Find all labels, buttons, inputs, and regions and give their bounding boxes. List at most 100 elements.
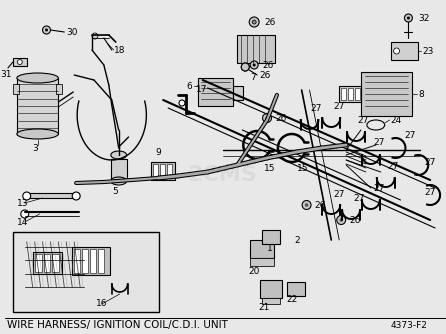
- Circle shape: [23, 192, 31, 200]
- Text: 27: 27: [373, 183, 384, 192]
- Bar: [17, 78, 58, 134]
- Text: 26: 26: [264, 17, 276, 26]
- Circle shape: [337, 215, 346, 224]
- Bar: [151, 162, 175, 180]
- Text: 4373-F2: 4373-F2: [391, 321, 428, 330]
- Text: 15: 15: [264, 164, 276, 172]
- Text: WIRE HARNESS/ IGNITION COIL/C.D.I. UNIT: WIRE HARNESS/ IGNITION COIL/C.D.I. UNIT: [7, 320, 228, 330]
- Bar: [72, 247, 110, 275]
- Text: 27: 27: [405, 131, 416, 140]
- Circle shape: [92, 33, 98, 39]
- Text: 27: 27: [353, 193, 365, 202]
- Bar: [13, 58, 27, 66]
- Text: 26: 26: [275, 114, 286, 123]
- Bar: [53, 254, 59, 272]
- Ellipse shape: [111, 177, 127, 185]
- Bar: [339, 86, 361, 102]
- Circle shape: [265, 116, 269, 120]
- Text: 26: 26: [314, 200, 326, 209]
- Bar: [98, 249, 104, 273]
- Bar: [74, 249, 80, 273]
- Text: 22: 22: [286, 296, 297, 305]
- Bar: [348, 88, 353, 100]
- Text: 7: 7: [250, 72, 256, 81]
- Bar: [33, 252, 62, 274]
- Bar: [44, 254, 50, 272]
- Bar: [82, 249, 88, 273]
- Text: 26: 26: [259, 70, 270, 79]
- Circle shape: [241, 63, 249, 71]
- Bar: [287, 282, 305, 296]
- Bar: [198, 78, 233, 106]
- Text: 27: 27: [357, 116, 369, 125]
- Bar: [35, 254, 41, 272]
- Bar: [250, 258, 274, 266]
- Text: 13: 13: [17, 198, 29, 207]
- Text: 5: 5: [112, 186, 118, 195]
- Bar: [237, 35, 275, 63]
- Circle shape: [253, 63, 256, 66]
- Bar: [361, 72, 413, 116]
- Text: 2CMS: 2CMS: [188, 165, 257, 185]
- Circle shape: [17, 59, 22, 64]
- Text: 30: 30: [66, 27, 78, 36]
- Text: 32: 32: [418, 13, 429, 22]
- Text: 26: 26: [349, 215, 360, 224]
- Bar: [13, 232, 159, 312]
- Circle shape: [339, 218, 343, 222]
- Bar: [111, 159, 127, 181]
- Ellipse shape: [17, 73, 58, 83]
- Text: 6: 6: [186, 81, 192, 91]
- Circle shape: [45, 28, 48, 31]
- Circle shape: [407, 16, 410, 19]
- Bar: [391, 42, 418, 60]
- Text: 27: 27: [311, 104, 322, 113]
- Bar: [153, 164, 158, 178]
- Text: 17: 17: [196, 85, 207, 94]
- Circle shape: [250, 61, 258, 69]
- Ellipse shape: [17, 129, 58, 139]
- Text: 27: 27: [425, 187, 436, 196]
- Circle shape: [72, 192, 80, 200]
- Circle shape: [249, 17, 259, 27]
- Text: 14: 14: [17, 217, 28, 226]
- Circle shape: [252, 20, 256, 24]
- Bar: [355, 88, 360, 100]
- Bar: [262, 298, 280, 304]
- Circle shape: [305, 203, 308, 207]
- Bar: [233, 86, 243, 100]
- Text: 2: 2: [294, 235, 300, 244]
- Bar: [167, 164, 172, 178]
- Bar: [262, 230, 280, 244]
- Circle shape: [405, 14, 413, 22]
- Text: 21: 21: [258, 304, 270, 313]
- Circle shape: [42, 26, 50, 34]
- Text: 18: 18: [114, 45, 125, 54]
- Text: 9: 9: [155, 148, 161, 157]
- Bar: [160, 164, 165, 178]
- Text: 31: 31: [0, 69, 12, 78]
- Circle shape: [393, 48, 400, 54]
- Circle shape: [21, 210, 29, 218]
- Circle shape: [302, 200, 311, 209]
- Text: 27: 27: [425, 158, 436, 167]
- Bar: [250, 240, 274, 258]
- Text: 16: 16: [96, 300, 107, 309]
- Ellipse shape: [111, 151, 127, 159]
- Circle shape: [241, 63, 249, 71]
- Text: 23: 23: [422, 46, 434, 55]
- Text: 27: 27: [387, 162, 398, 170]
- Text: 20: 20: [248, 268, 260, 277]
- Bar: [341, 88, 346, 100]
- Text: 3: 3: [33, 144, 38, 153]
- Text: 27: 27: [373, 138, 384, 147]
- Text: 27: 27: [334, 189, 345, 198]
- Circle shape: [263, 114, 272, 123]
- Circle shape: [179, 100, 185, 106]
- Text: 26: 26: [262, 60, 273, 69]
- Bar: [25, 193, 79, 198]
- Bar: [56, 84, 62, 94]
- Text: 15: 15: [297, 164, 308, 172]
- Text: 24: 24: [391, 116, 402, 125]
- Text: 8: 8: [418, 90, 424, 99]
